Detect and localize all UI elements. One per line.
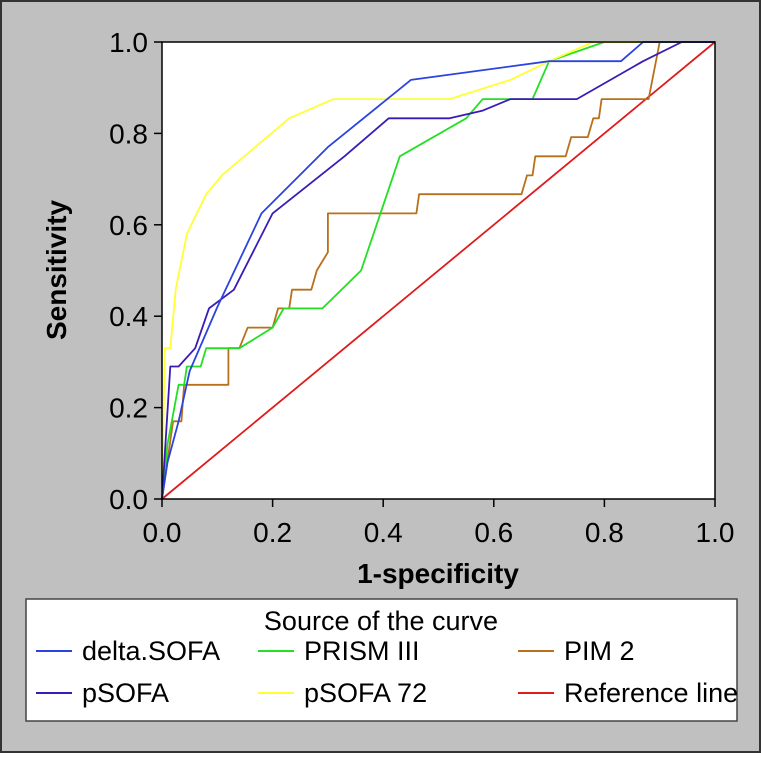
legend-label-psofa-72: pSOFA 72 bbox=[304, 678, 427, 708]
legend-label-prism-iii: PRISM III bbox=[304, 636, 420, 666]
y-tick-label: 1.0 bbox=[109, 27, 148, 58]
y-tick-label: 0.2 bbox=[109, 393, 148, 424]
y-axis: 0.0 0.2 0.4 0.6 0.8 1.0 bbox=[109, 27, 162, 515]
x-tick-label: 0.6 bbox=[474, 517, 513, 548]
y-tick-label: 0.6 bbox=[109, 210, 148, 241]
series-line-reference-line bbox=[161, 41, 716, 500]
x-axis-label: 1-specificity bbox=[357, 558, 519, 589]
y-tick-label: 0.8 bbox=[109, 118, 148, 149]
legend-items: delta.SOFA PRISM III PIM 2 pSOFA pSOFA 72 Ref… bbox=[36, 636, 738, 708]
x-tick-label: 0.4 bbox=[364, 517, 403, 548]
legend-title: Source of the curve bbox=[264, 606, 498, 636]
legend-label-psofa: pSOFA bbox=[82, 678, 169, 708]
x-tick-label: 1.0 bbox=[696, 517, 735, 548]
legend-label-reference-line: Reference line bbox=[564, 678, 738, 708]
legend-label-delta-sofa: delta.SOFA bbox=[82, 636, 220, 666]
x-tick-label: 0.2 bbox=[253, 517, 292, 548]
plot-border bbox=[161, 41, 716, 500]
y-tick-label: 0.0 bbox=[109, 484, 148, 515]
legend: Source of the curve delta.SOFA PRISM III P… bbox=[25, 598, 738, 722]
legend-label-pim-2: PIM 2 bbox=[564, 636, 635, 666]
y-tick-label: 0.4 bbox=[109, 301, 148, 332]
y-axis-label: Sensitivity bbox=[41, 200, 72, 340]
x-tick-label: 0.0 bbox=[143, 517, 182, 548]
series-layer bbox=[161, 41, 716, 500]
legend-box bbox=[25, 598, 738, 722]
x-axis: 0.0 0.2 0.4 0.6 0.8 1.0 bbox=[143, 499, 735, 548]
series-line-psofa-72 bbox=[161, 41, 715, 500]
series-line-psofa bbox=[161, 41, 715, 500]
x-tick-label: 0.8 bbox=[585, 517, 624, 548]
series-line-delta-sofa bbox=[161, 41, 715, 500]
